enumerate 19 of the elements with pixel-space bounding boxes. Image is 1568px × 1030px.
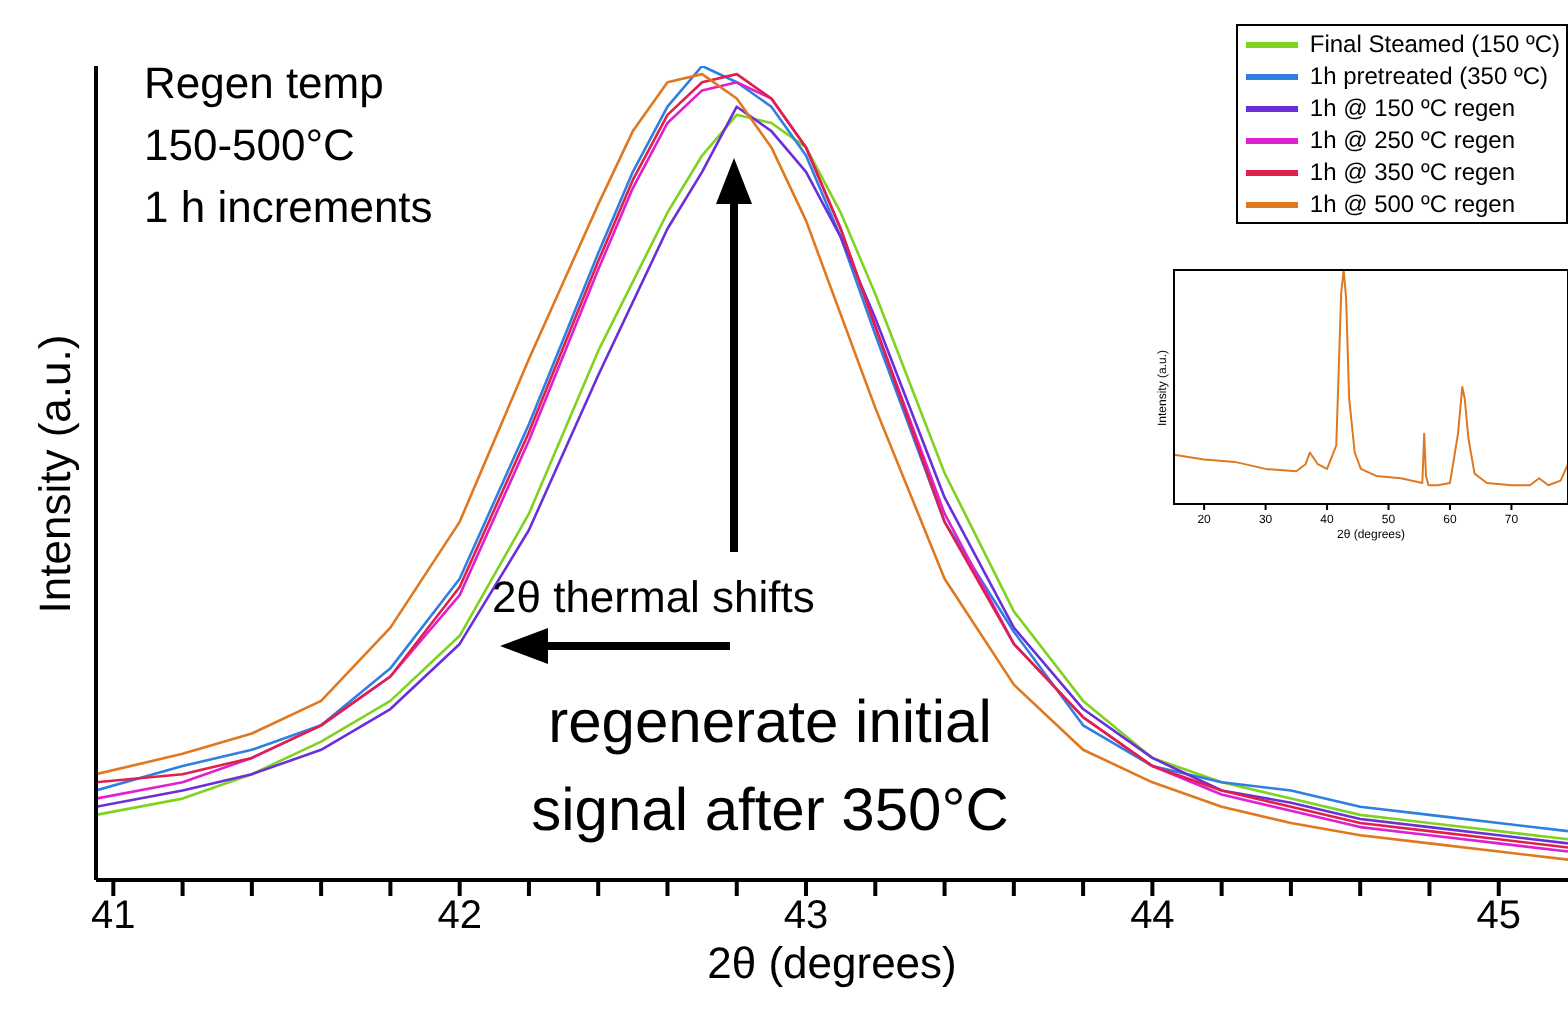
x-tick-label: 44 <box>1130 894 1175 939</box>
legend-label: 1h @ 500 ºC regen <box>1309 188 1516 220</box>
annotation: signal after 350°C <box>529 776 1011 848</box>
annotation: 150-500°C <box>144 118 357 174</box>
annotation: 2θ thermal shifts <box>492 572 815 624</box>
legend-label: 1h pretreated (350 ºC) <box>1309 60 1549 92</box>
x-tick-label: 41 <box>91 894 136 939</box>
x-axis-title: 2θ (degrees) <box>705 938 959 988</box>
x-tick-label: 42 <box>437 894 482 939</box>
annotation: regenerate initial <box>546 688 994 760</box>
legend-label: 1h @ 250 ºC regen <box>1309 124 1516 156</box>
y-axis-title: Intensity (a.u.) <box>30 333 80 613</box>
annotation: Regen temp <box>144 56 386 112</box>
legend-label: Final Steamed (150 ºC) <box>1309 28 1560 60</box>
legend-label: 1h @ 150 ºC regen <box>1309 92 1516 124</box>
x-tick-label: 45 <box>1476 894 1521 939</box>
legend-label: 1h @ 350 ºC regen <box>1309 156 1516 188</box>
x-tick-label: 43 <box>783 894 829 939</box>
annotation: 1 h increments <box>144 180 433 236</box>
